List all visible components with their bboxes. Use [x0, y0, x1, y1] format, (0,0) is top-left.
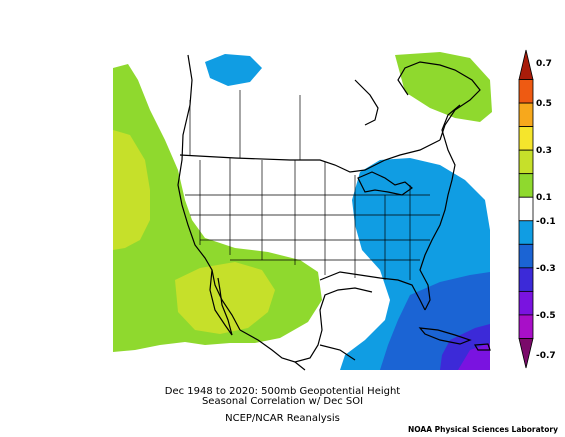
colorbar-bin	[518, 126, 534, 151]
colorbar-tick-label: 0.3	[536, 146, 552, 156]
map-panel	[113, 52, 492, 370]
colorbar-tick-label: -0.7	[536, 351, 556, 361]
positive-correlation-region-northeast	[395, 52, 492, 122]
colorbar-tick-label: 0.5	[536, 99, 552, 109]
us-canada-border	[179, 139, 441, 173]
colorbar-bin	[518, 196, 534, 222]
negative-correlation-region-northwest	[205, 54, 262, 86]
east-coast	[419, 104, 461, 311]
gulf-coast	[319, 271, 426, 311]
positive-correlation-core-west	[113, 130, 150, 250]
chart-title-line1: Dec 1948 to 2020: 500mb Geopotential Hei…	[164, 386, 401, 397]
chart-title-line2: Seasonal Correlation w/ Dec SOI	[201, 396, 364, 407]
credit-label: NOAA Physical Sciences Laboratory	[407, 425, 558, 434]
colorbar-bin	[518, 314, 534, 339]
state-borders	[185, 90, 440, 280]
colorbar-bin	[518, 338, 534, 369]
colorbar-bin	[518, 102, 534, 128]
colorbar-bin	[518, 49, 534, 80]
colorbar-tick-label: -0.5	[536, 311, 556, 321]
great-lakes	[357, 171, 413, 196]
baja-california	[209, 269, 233, 336]
central-america	[294, 344, 356, 371]
colorbar-bin	[518, 220, 534, 245]
mexico-coast	[239, 287, 373, 363]
west-coast	[177, 54, 241, 331]
cuba	[418, 327, 472, 345]
colorbar-bin	[518, 173, 534, 198]
hudson-bay-coast	[354, 79, 379, 126]
labrador-coast	[397, 61, 481, 141]
hispaniola	[473, 343, 491, 351]
colorbar-bin	[518, 290, 534, 316]
colorbar-bin	[518, 79, 534, 104]
chart-subtitle: NCEP/NCAR Reanalysis	[225, 413, 340, 424]
positive-correlation-core-southwest	[175, 262, 275, 334]
coastlines	[177, 54, 491, 371]
colorbar-bin	[518, 149, 534, 175]
colorbar-bin	[518, 267, 534, 292]
colorbar-tick-label: -0.3	[536, 264, 556, 274]
colorbar-tick-label: 0.7	[536, 59, 552, 69]
colorbar-tick-label: -0.1	[536, 217, 556, 227]
colorbar-tick-label: 0.1	[536, 193, 552, 203]
positive-correlation-region-west	[113, 64, 322, 352]
colorbar-bin	[518, 243, 534, 269]
